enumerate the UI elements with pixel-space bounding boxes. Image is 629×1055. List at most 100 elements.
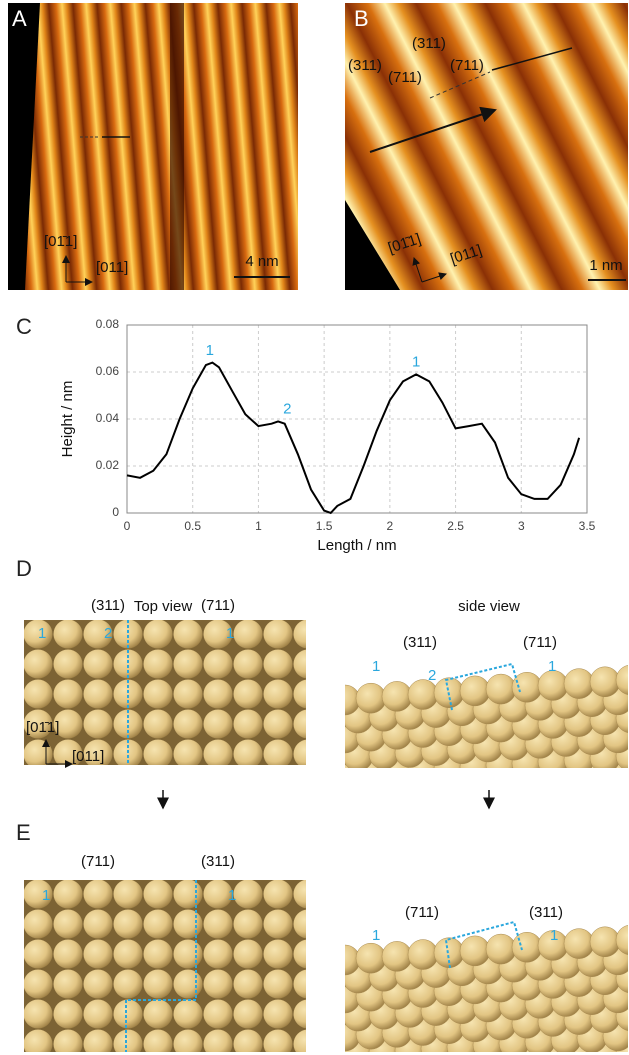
atom: [114, 680, 143, 709]
atom: [447, 772, 477, 802]
atom: [24, 850, 53, 879]
panel-letter: E: [16, 820, 31, 845]
plane-label: (711): [450, 57, 484, 74]
atom: [84, 770, 113, 799]
atom: [24, 970, 53, 999]
panel-letter: B: [354, 6, 369, 31]
atom: [144, 940, 173, 969]
direction-label: [011]: [72, 748, 104, 765]
atom: [114, 710, 143, 739]
atom: [174, 940, 203, 969]
x-tick-label: 3.5: [579, 519, 596, 533]
panel-letter: A: [12, 6, 27, 31]
atom: [234, 650, 263, 679]
atom: [144, 910, 173, 939]
atom: [114, 850, 143, 879]
atom: [54, 620, 83, 649]
atom: [24, 650, 53, 679]
atom: [564, 669, 594, 699]
atom: [324, 880, 353, 909]
atom: [84, 710, 113, 739]
atom: [294, 590, 323, 619]
atom: [294, 770, 323, 799]
atom: [382, 795, 412, 825]
atom: [84, 650, 113, 679]
site-label: 1: [42, 887, 50, 904]
site-label: 2: [104, 625, 112, 642]
atom: [234, 970, 263, 999]
direction-label: [01̄1]: [44, 233, 77, 250]
atom: [264, 620, 293, 649]
atom: [408, 794, 438, 824]
atom: [264, 910, 293, 939]
plane-label: (311): [348, 57, 382, 74]
atom: [525, 766, 555, 796]
atom: [324, 620, 353, 649]
atom: [486, 934, 516, 964]
atom: [24, 680, 53, 709]
atom: [324, 590, 353, 619]
direction-label: [011]: [96, 259, 128, 276]
atom: [356, 943, 386, 973]
x-tick-label: 1: [255, 519, 262, 533]
atom: [434, 792, 464, 822]
atom: [174, 880, 203, 909]
atom: [264, 710, 293, 739]
x-tick-label: 2.5: [447, 519, 464, 533]
atom: [24, 590, 53, 619]
atom: [294, 880, 323, 909]
atom: [234, 910, 263, 939]
atom: [304, 725, 334, 755]
x-tick-label: 0.5: [184, 519, 201, 533]
atom: [324, 910, 353, 939]
atom: [294, 680, 323, 709]
atom: [234, 620, 263, 649]
atom: [174, 770, 203, 799]
atom: [564, 783, 594, 813]
atom: [204, 940, 233, 969]
atom: [264, 1000, 293, 1029]
atom: [330, 945, 360, 975]
side-view-model: [304, 665, 629, 831]
side-view-model: [304, 925, 629, 1055]
atom: [84, 910, 113, 939]
atom: [294, 940, 323, 969]
atom: [264, 880, 293, 909]
atom: [144, 650, 173, 679]
atom: [317, 965, 347, 995]
atom: [294, 650, 323, 679]
atom: [499, 768, 529, 798]
y-tick-label: 0.02: [96, 458, 120, 472]
y-tick-label: 0.08: [96, 317, 120, 331]
peak-label: 1: [206, 342, 214, 359]
atom: [234, 1000, 263, 1029]
site-label: 2: [428, 667, 436, 684]
atom: [590, 927, 620, 957]
atom: [204, 1000, 233, 1029]
atom: [294, 970, 323, 999]
atom: [356, 683, 386, 713]
atom: [174, 910, 203, 939]
atom: [460, 936, 490, 966]
atom: [54, 590, 83, 619]
atom: [294, 1000, 323, 1029]
atom: [324, 850, 353, 879]
atom: [54, 1000, 83, 1029]
atom: [54, 910, 83, 939]
site-label: 1: [548, 658, 556, 675]
atom: [294, 910, 323, 939]
atom: [590, 667, 620, 697]
atom: [304, 801, 334, 831]
atom: [395, 775, 425, 805]
x-tick-label: 1.5: [316, 519, 333, 533]
atom: [369, 777, 399, 807]
atom: [204, 770, 233, 799]
atom: [343, 779, 373, 809]
atom: [174, 850, 203, 879]
plane-label: (311): [412, 35, 446, 52]
atom: [234, 940, 263, 969]
y-tick-label: 0.06: [96, 364, 120, 378]
site-label: 1: [38, 625, 46, 642]
atom: [114, 910, 143, 939]
plane-label: (311): [201, 853, 235, 870]
